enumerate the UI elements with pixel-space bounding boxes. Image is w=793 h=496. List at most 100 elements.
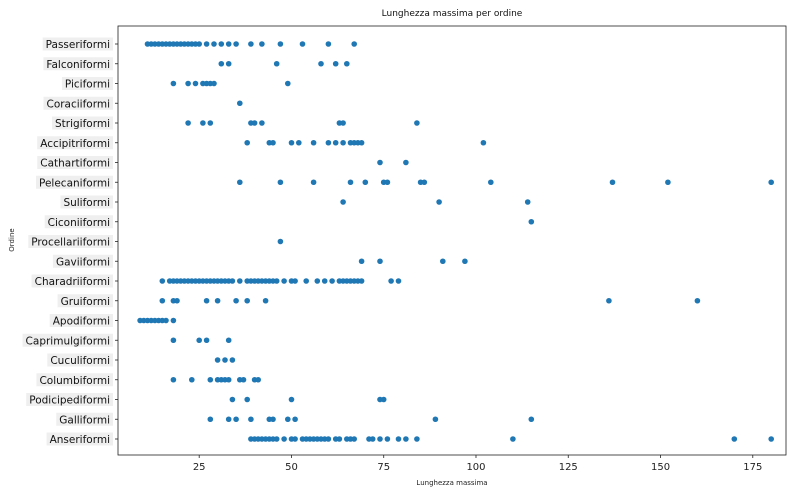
- data-point: [377, 436, 383, 442]
- data-point: [248, 416, 254, 423]
- y-tick-label-background: [31, 274, 113, 288]
- data-point: [609, 179, 616, 186]
- data-point: [358, 258, 365, 265]
- data-points: [137, 41, 774, 442]
- y-tick-label-background: [37, 136, 113, 150]
- data-point: [277, 238, 284, 245]
- data-point: [192, 80, 199, 87]
- y-tick-charadriiformi: Charadriiformi: [31, 274, 118, 288]
- y-tick-label: Ciconiiformi: [48, 217, 110, 229]
- data-point: [310, 139, 317, 146]
- y-tick-caprimulgiformi: Caprimulgiformi: [22, 333, 118, 347]
- y-tick-label-background: [52, 254, 113, 268]
- data-point: [214, 357, 221, 363]
- data-point: [403, 436, 409, 442]
- y-tick-strigiformi: Strigiformi: [52, 116, 118, 130]
- data-point: [403, 159, 409, 166]
- data-point: [163, 317, 169, 324]
- data-point: [314, 278, 321, 284]
- data-point: [255, 376, 261, 383]
- x-tick-label: 100: [466, 462, 485, 473]
- y-tick-pelecaniformi: Pelecaniformi: [36, 175, 118, 189]
- data-point: [325, 139, 332, 146]
- y-tick-columbiformi: Columbiformi: [36, 373, 118, 387]
- data-point: [369, 436, 376, 442]
- data-point: [259, 120, 265, 126]
- data-point: [200, 120, 206, 126]
- data-point: [528, 218, 535, 225]
- y-tick-label: Gaviiformi: [56, 256, 110, 268]
- y-tick-label-background: [49, 314, 113, 327]
- data-point: [225, 60, 232, 67]
- data-point: [237, 278, 243, 284]
- y-tick-accipitriformi: Accipitriformi: [37, 136, 118, 150]
- data-point: [336, 436, 343, 442]
- data-point: [384, 436, 391, 442]
- data-point: [329, 278, 335, 284]
- y-tick-falconiformi: Falconiformi: [43, 57, 118, 71]
- y-tick-label: Piciformi: [65, 79, 110, 91]
- y-tick-label-background: [60, 195, 113, 209]
- y-tick-label-background: [28, 235, 113, 248]
- y-tick-label-background: [47, 353, 113, 367]
- data-point: [395, 436, 402, 442]
- y-tick-anseriformi: Anseriformi: [46, 432, 118, 446]
- data-point: [233, 416, 239, 423]
- y-tick-coraciiformi: Coraciiformi: [43, 96, 118, 110]
- y-tick-label-background: [61, 77, 113, 90]
- data-point: [207, 416, 214, 423]
- plot-area-frame: [117, 25, 787, 456]
- x-tick-label: 75: [377, 462, 390, 473]
- data-point: [185, 80, 191, 87]
- data-point: [270, 416, 276, 423]
- data-point: [233, 41, 239, 47]
- data-point: [218, 41, 225, 47]
- data-point: [332, 139, 339, 146]
- data-point: [225, 376, 232, 383]
- y-tick-label: Accipitriformi: [40, 138, 110, 150]
- data-point: [414, 436, 420, 442]
- data-point: [240, 376, 247, 383]
- data-point: [203, 41, 210, 47]
- y-tick-label: Passeriformi: [46, 39, 110, 51]
- y-tick-label: Pelecaniformi: [39, 177, 110, 189]
- data-point: [273, 436, 280, 442]
- data-point: [281, 436, 287, 442]
- data-point: [229, 278, 236, 284]
- data-point: [277, 179, 284, 186]
- data-point: [384, 179, 391, 186]
- data-point: [362, 179, 369, 186]
- data-point: [170, 80, 177, 87]
- data-point: [207, 120, 214, 126]
- y-tick-label: Cuculiformi: [50, 355, 110, 367]
- data-point: [277, 41, 284, 47]
- x-tick-label: 25: [193, 462, 206, 473]
- y-tick-galliformi: Galliformi: [56, 412, 118, 426]
- data-point: [377, 258, 383, 265]
- data-point: [318, 60, 324, 67]
- x-tick-label: 125: [559, 462, 578, 473]
- y-tick-piciformi: Piciformi: [61, 77, 118, 91]
- y-tick-label-background: [42, 37, 113, 51]
- y-tick-apodiformi: Apodiformi: [49, 314, 118, 328]
- data-point: [262, 297, 269, 304]
- data-point: [233, 297, 239, 304]
- data-point: [259, 41, 265, 47]
- data-point: [340, 120, 346, 126]
- x-axis-label: Lunghezza massima: [416, 479, 487, 487]
- data-point: [222, 357, 228, 363]
- data-point: [325, 41, 332, 47]
- y-tick-label: Gruiformi: [61, 296, 110, 308]
- data-point: [244, 396, 250, 403]
- data-point: [358, 139, 365, 146]
- y-tick-label: Caprimulgiformi: [26, 335, 110, 347]
- y-tick-label-background: [43, 96, 113, 110]
- data-point: [414, 120, 420, 126]
- data-point: [225, 337, 232, 344]
- data-point: [480, 139, 487, 146]
- data-point: [296, 139, 302, 146]
- data-point: [694, 297, 701, 304]
- data-point: [347, 179, 354, 186]
- data-point: [270, 139, 276, 146]
- data-point: [225, 41, 232, 47]
